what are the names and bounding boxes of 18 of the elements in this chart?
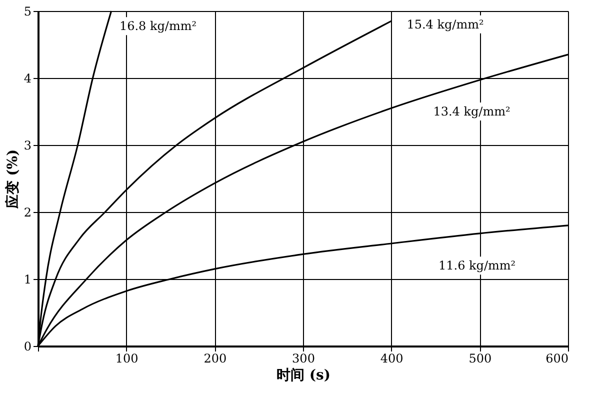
y-tick-label: 0: [24, 340, 32, 354]
y-tick-label: 4: [24, 72, 32, 86]
x-tick-label: 100: [115, 352, 138, 366]
x-tick-label: 500: [468, 352, 492, 366]
x-tick-label: 400: [380, 352, 404, 366]
annotation: 15.4 kg/mm²: [406, 17, 484, 32]
y-tick-label: 3: [24, 138, 32, 152]
annotation: 13.4 kg/mm²: [433, 104, 510, 118]
y-axis-title: 应变 (%): [4, 149, 21, 210]
x-tick-label: 300: [292, 352, 315, 366]
x-tick-label: 600: [546, 352, 568, 366]
annotation: 16.8 kg/mm²: [119, 19, 197, 34]
annotation: 11.6 kg/mm²: [438, 258, 516, 273]
x-tick-label: 200: [204, 352, 227, 366]
y-tick-label: 1: [24, 272, 32, 286]
y-tick-label: 2: [24, 206, 32, 220]
y-tick-label: 5: [24, 4, 32, 18]
x-axis-title: 时间 (s): [276, 368, 331, 384]
